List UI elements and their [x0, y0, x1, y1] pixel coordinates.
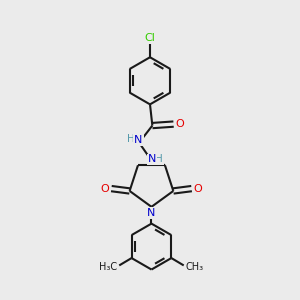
- Text: N: N: [148, 154, 156, 164]
- Text: H: H: [127, 134, 135, 144]
- Text: H₃C: H₃C: [99, 262, 117, 272]
- Text: Cl: Cl: [145, 33, 155, 43]
- Text: N: N: [147, 208, 156, 218]
- Text: N: N: [134, 135, 143, 145]
- Text: CH₃: CH₃: [186, 262, 204, 272]
- Text: H: H: [155, 154, 163, 164]
- Text: O: O: [176, 119, 184, 129]
- Text: O: O: [100, 184, 109, 194]
- Text: O: O: [194, 184, 203, 194]
